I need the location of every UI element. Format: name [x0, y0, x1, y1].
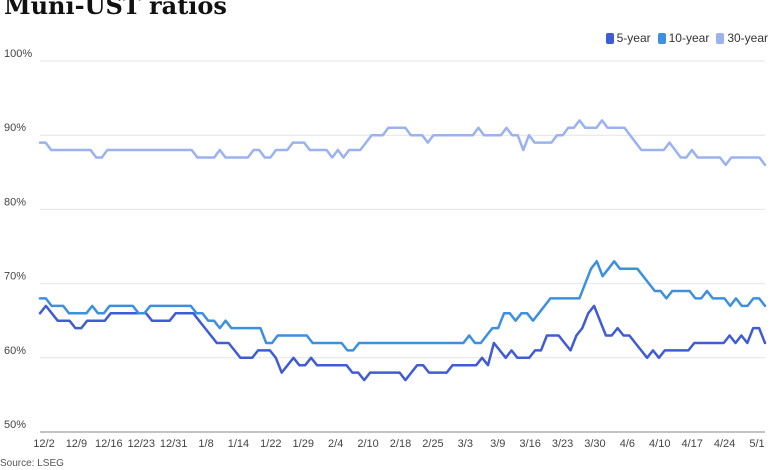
y-tick-label: 70%	[4, 271, 26, 283]
chart-title: Muni-UST ratios	[4, 0, 227, 20]
legend-label-10-year: 10-year	[668, 31, 710, 45]
x-tick-label: 3/23	[552, 438, 573, 450]
legend-label-5-year: 5-year	[616, 31, 651, 45]
x-tick-label: 4/24	[714, 438, 735, 450]
series-line-5-year	[38, 304, 767, 382]
y-tick-label: 50%	[4, 419, 26, 431]
y-tick-label: 90%	[4, 122, 26, 134]
x-tick-label: 1/8	[198, 438, 213, 450]
x-tick-label: 12/31	[160, 438, 188, 450]
x-tick-label: 2/10	[357, 438, 378, 450]
x-tick-label: 12/9	[66, 438, 87, 450]
x-tick-label: 1/29	[293, 438, 314, 450]
chart-source: Source: LSEG	[0, 458, 64, 469]
x-tick-label: 4/17	[681, 438, 702, 450]
x-tick-label: 3/9	[490, 438, 505, 450]
x-tick-label: 4/6	[620, 438, 635, 450]
x-tick-label: 12/2	[33, 438, 54, 450]
x-tick-label: 3/30	[584, 438, 605, 450]
y-tick-label: 100%	[4, 48, 32, 60]
legend-swatch-10-year	[657, 32, 666, 44]
x-tick-label: 3/16	[519, 438, 540, 450]
x-tick-label: 12/16	[95, 438, 123, 450]
chart-legend: 5-year 10-year 30-year	[605, 31, 768, 45]
y-tick-label: 60%	[4, 345, 26, 357]
legend-item-10-year: 10-year	[657, 31, 710, 45]
x-tick-label: 12/23	[127, 438, 155, 450]
y-tick-label: 80%	[4, 196, 26, 208]
legend-swatch-30-year	[716, 32, 725, 44]
x-tick-label: 2/18	[390, 438, 411, 450]
legend-label-30-year: 30-year	[727, 31, 768, 45]
x-tick-label: 5/1	[749, 438, 764, 450]
x-tick-label: 2/4	[328, 438, 343, 450]
x-tick-label: 1/22	[260, 438, 281, 450]
legend-item-30-year: 30-year	[716, 31, 768, 45]
x-tick-label: 3/3	[458, 438, 473, 450]
series-line-10-year	[38, 260, 767, 352]
legend-item-5-year: 5-year	[605, 31, 651, 45]
legend-swatch-5-year	[605, 32, 614, 44]
series-line-30-year	[38, 119, 767, 167]
x-tick-label: 1/14	[228, 438, 249, 450]
x-tick-label: 2/25	[422, 438, 443, 450]
x-tick-label: 4/10	[649, 438, 670, 450]
